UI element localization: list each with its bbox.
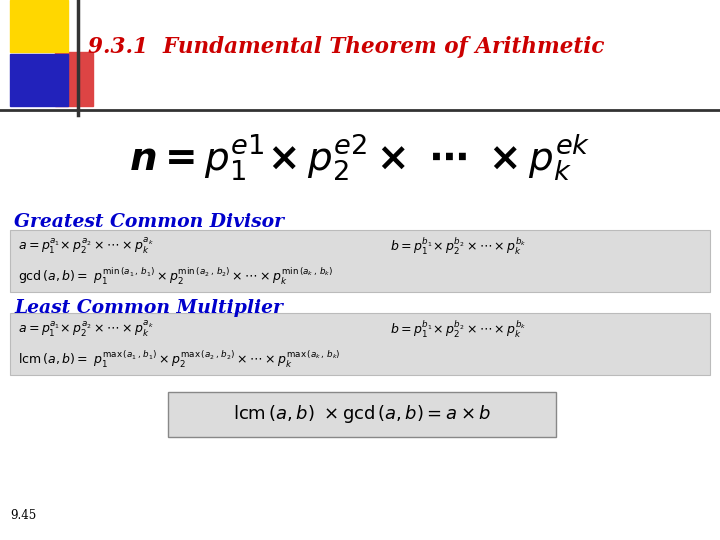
- Text: $b = p_1^{b_1} \!\times p_2^{b_2} \times \cdots \times p_k^{b_k}$: $b = p_1^{b_1} \!\times p_2^{b_2} \times…: [390, 235, 527, 256]
- Text: Greatest Common Divisor: Greatest Common Divisor: [14, 213, 284, 231]
- Text: $\mathrm{lcm}\,(a, b) =\ p_1^{\max\,(a_1\,,\,b_1)} \times p_2^{\max\,(a_2\,,\,b_: $\mathrm{lcm}\,(a, b) =\ p_1^{\max\,(a_1…: [18, 348, 341, 369]
- Bar: [10, 54, 68, 106]
- FancyBboxPatch shape: [168, 392, 556, 437]
- Text: Least Common Multiplier: Least Common Multiplier: [14, 299, 283, 317]
- Text: $\boldsymbol{n = p_1^{e1} \!\times p_2^{e2} \times\ \cdots\ \times p_k^{ek}}$: $\boldsymbol{n = p_1^{e1} \!\times p_2^{…: [129, 131, 591, 183]
- Text: $b = p_1^{b_1} \!\times p_2^{b_2} \times \cdots \times p_k^{b_k}$: $b = p_1^{b_1} \!\times p_2^{b_2} \times…: [390, 319, 527, 340]
- Text: 9.3.1  Fundamental Theorem of Arithmetic: 9.3.1 Fundamental Theorem of Arithmetic: [88, 36, 605, 58]
- Text: 9.45: 9.45: [10, 509, 36, 522]
- Text: $\mathrm{gcd}\,(a, b) =\ p_1^{\min\,(a_1\,,\,b_1)} \times p_2^{\min\,(a_2\,,\,b_: $\mathrm{gcd}\,(a, b) =\ p_1^{\min\,(a_1…: [18, 266, 333, 287]
- Bar: [10, 0, 68, 52]
- FancyBboxPatch shape: [10, 313, 710, 375]
- Text: $\mathrm{lcm}\,(a, b)\ \times \mathrm{gcd}\,(a, b) = a \times b$: $\mathrm{lcm}\,(a, b)\ \times \mathrm{gc…: [233, 403, 491, 425]
- Text: $a = p_1^{a_1} \!\times p_2^{a_2} \times \cdots \times p_k^{a_k}$: $a = p_1^{a_1} \!\times p_2^{a_2} \times…: [18, 237, 154, 255]
- FancyBboxPatch shape: [10, 230, 710, 292]
- Text: #0000CC: #0000CC: [14, 221, 21, 222]
- Text: $a = p_1^{a_1} \!\times p_2^{a_2} \times \cdots \times p_k^{a_k}$: $a = p_1^{a_1} \!\times p_2^{a_2} \times…: [18, 320, 154, 339]
- Bar: [55, 52, 93, 106]
